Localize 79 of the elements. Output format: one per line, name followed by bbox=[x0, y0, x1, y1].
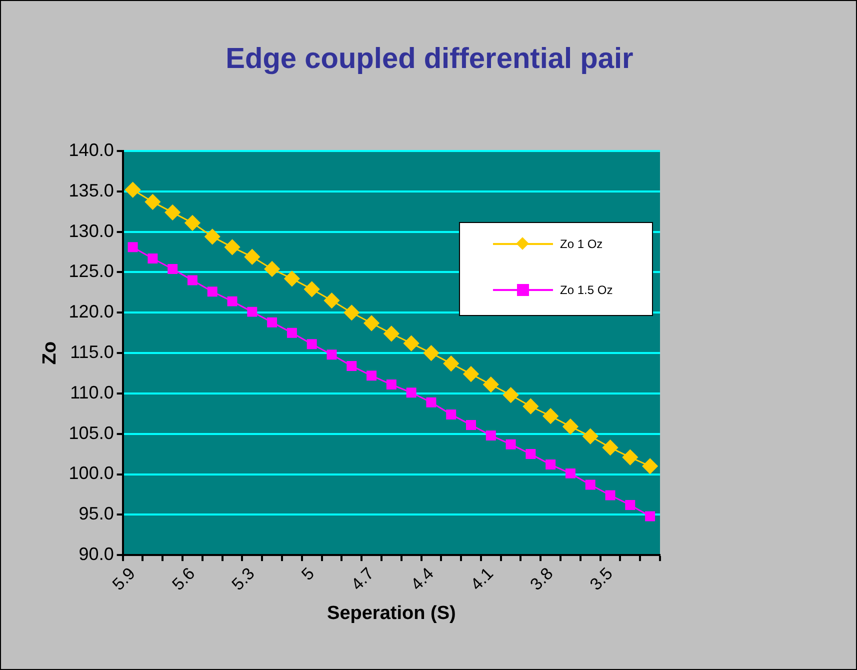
point bbox=[324, 292, 340, 308]
point bbox=[503, 387, 519, 403]
point bbox=[168, 264, 178, 274]
point bbox=[642, 458, 658, 474]
point bbox=[264, 261, 280, 277]
point bbox=[483, 376, 499, 392]
point bbox=[463, 366, 479, 382]
point bbox=[286, 328, 297, 338]
point bbox=[546, 460, 556, 470]
point bbox=[306, 339, 317, 350]
point bbox=[542, 408, 558, 424]
y-tick-label: 110.0 bbox=[70, 382, 114, 402]
point bbox=[284, 270, 300, 286]
y-tick-label: 135.0 bbox=[68, 180, 114, 200]
point bbox=[605, 490, 616, 500]
point bbox=[344, 304, 360, 320]
point bbox=[582, 428, 598, 444]
y-tick-label: 95.0 bbox=[78, 504, 114, 524]
point bbox=[384, 326, 400, 342]
legend-label: Zo 1.5 Oz bbox=[560, 283, 613, 297]
chart-title: Edge coupled differential pair bbox=[224, 43, 634, 76]
point bbox=[622, 450, 638, 466]
y-tick-label: 115.0 bbox=[70, 342, 114, 362]
x-tick-label: 5.9 bbox=[108, 564, 139, 594]
point bbox=[125, 182, 141, 198]
y-tick-label: 140.0 bbox=[68, 140, 114, 160]
y-tick-label: 120.0 bbox=[68, 302, 114, 322]
point bbox=[227, 296, 238, 306]
point bbox=[406, 388, 416, 398]
point bbox=[128, 242, 138, 252]
point bbox=[446, 409, 456, 420]
point bbox=[506, 439, 516, 450]
point bbox=[404, 336, 420, 352]
x-tick-label: 3.5 bbox=[586, 564, 616, 594]
point bbox=[526, 449, 536, 460]
x-tick-label: 4.1 bbox=[466, 564, 498, 594]
point bbox=[207, 286, 218, 297]
point bbox=[164, 204, 180, 220]
point bbox=[244, 249, 260, 265]
point bbox=[184, 215, 200, 231]
x-tick-label: 3.8 bbox=[526, 564, 557, 594]
point bbox=[486, 430, 496, 440]
point bbox=[247, 306, 258, 317]
x-axis-title: Seperation (S) bbox=[327, 602, 456, 624]
point bbox=[645, 511, 656, 522]
point bbox=[625, 500, 636, 510]
point bbox=[364, 315, 380, 331]
point bbox=[187, 275, 198, 286]
point bbox=[304, 281, 320, 297]
point bbox=[565, 468, 576, 478]
point bbox=[522, 398, 538, 414]
x-tick-label: 5.6 bbox=[168, 564, 199, 594]
y-tick-label: 100.0 bbox=[68, 463, 114, 484]
point bbox=[386, 380, 396, 390]
point bbox=[267, 317, 278, 328]
point bbox=[562, 418, 578, 434]
point bbox=[144, 194, 160, 210]
y-tick-label: 90.0 bbox=[78, 544, 114, 564]
point bbox=[148, 253, 158, 264]
y-tick-label: 130.0 bbox=[68, 220, 114, 241]
point bbox=[204, 228, 220, 244]
point bbox=[346, 360, 357, 371]
point bbox=[224, 239, 240, 255]
point bbox=[585, 480, 596, 490]
x-tick-label: 5.3 bbox=[228, 564, 258, 594]
point bbox=[423, 345, 439, 361]
x-tick-label: 4.7 bbox=[348, 564, 378, 594]
y-tick-label: 125.0 bbox=[68, 261, 114, 282]
x-tick-label: 5 bbox=[298, 564, 318, 584]
point bbox=[426, 397, 436, 408]
y-tick-label: 105.0 bbox=[68, 422, 114, 443]
point bbox=[466, 420, 476, 430]
point bbox=[602, 440, 618, 456]
y-axis-title: Zo bbox=[40, 341, 61, 365]
point bbox=[366, 370, 377, 381]
legend-label: Zo 1 Oz bbox=[560, 237, 603, 251]
x-tick-label: 4.4 bbox=[407, 564, 438, 594]
point bbox=[326, 350, 337, 360]
point bbox=[443, 356, 459, 372]
